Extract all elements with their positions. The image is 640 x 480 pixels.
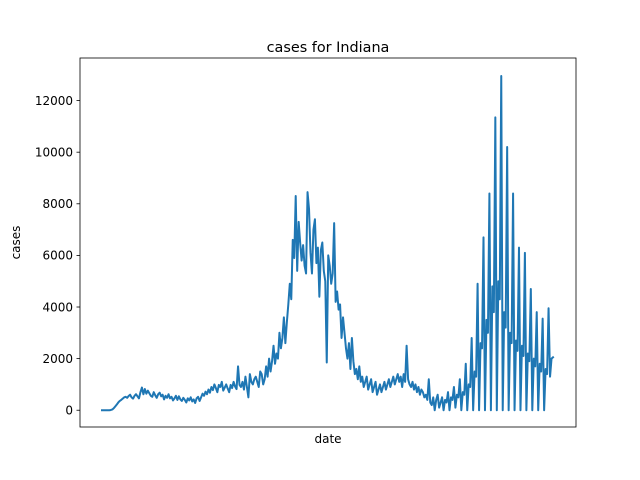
y-tick-label: 12000	[35, 94, 73, 108]
chart-title: cases for Indiana	[267, 40, 390, 56]
y-tick-label: 8000	[42, 197, 73, 211]
x-axis-label: date	[314, 432, 341, 446]
y-tick-label: 6000	[42, 249, 73, 263]
plot-area	[101, 75, 555, 412]
y-tick-label: 2000	[42, 352, 73, 366]
plot-frame	[79, 57, 577, 428]
y-tick-label: 0	[65, 404, 73, 418]
y-tick-label: 10000	[35, 145, 73, 159]
y-axis-ticks: 0 2000 4000 6000 8000 10000 12000	[35, 94, 80, 418]
series-line-cases	[101, 75, 555, 412]
y-tick-label: 4000	[42, 300, 73, 314]
y-axis-label: cases	[9, 226, 23, 260]
